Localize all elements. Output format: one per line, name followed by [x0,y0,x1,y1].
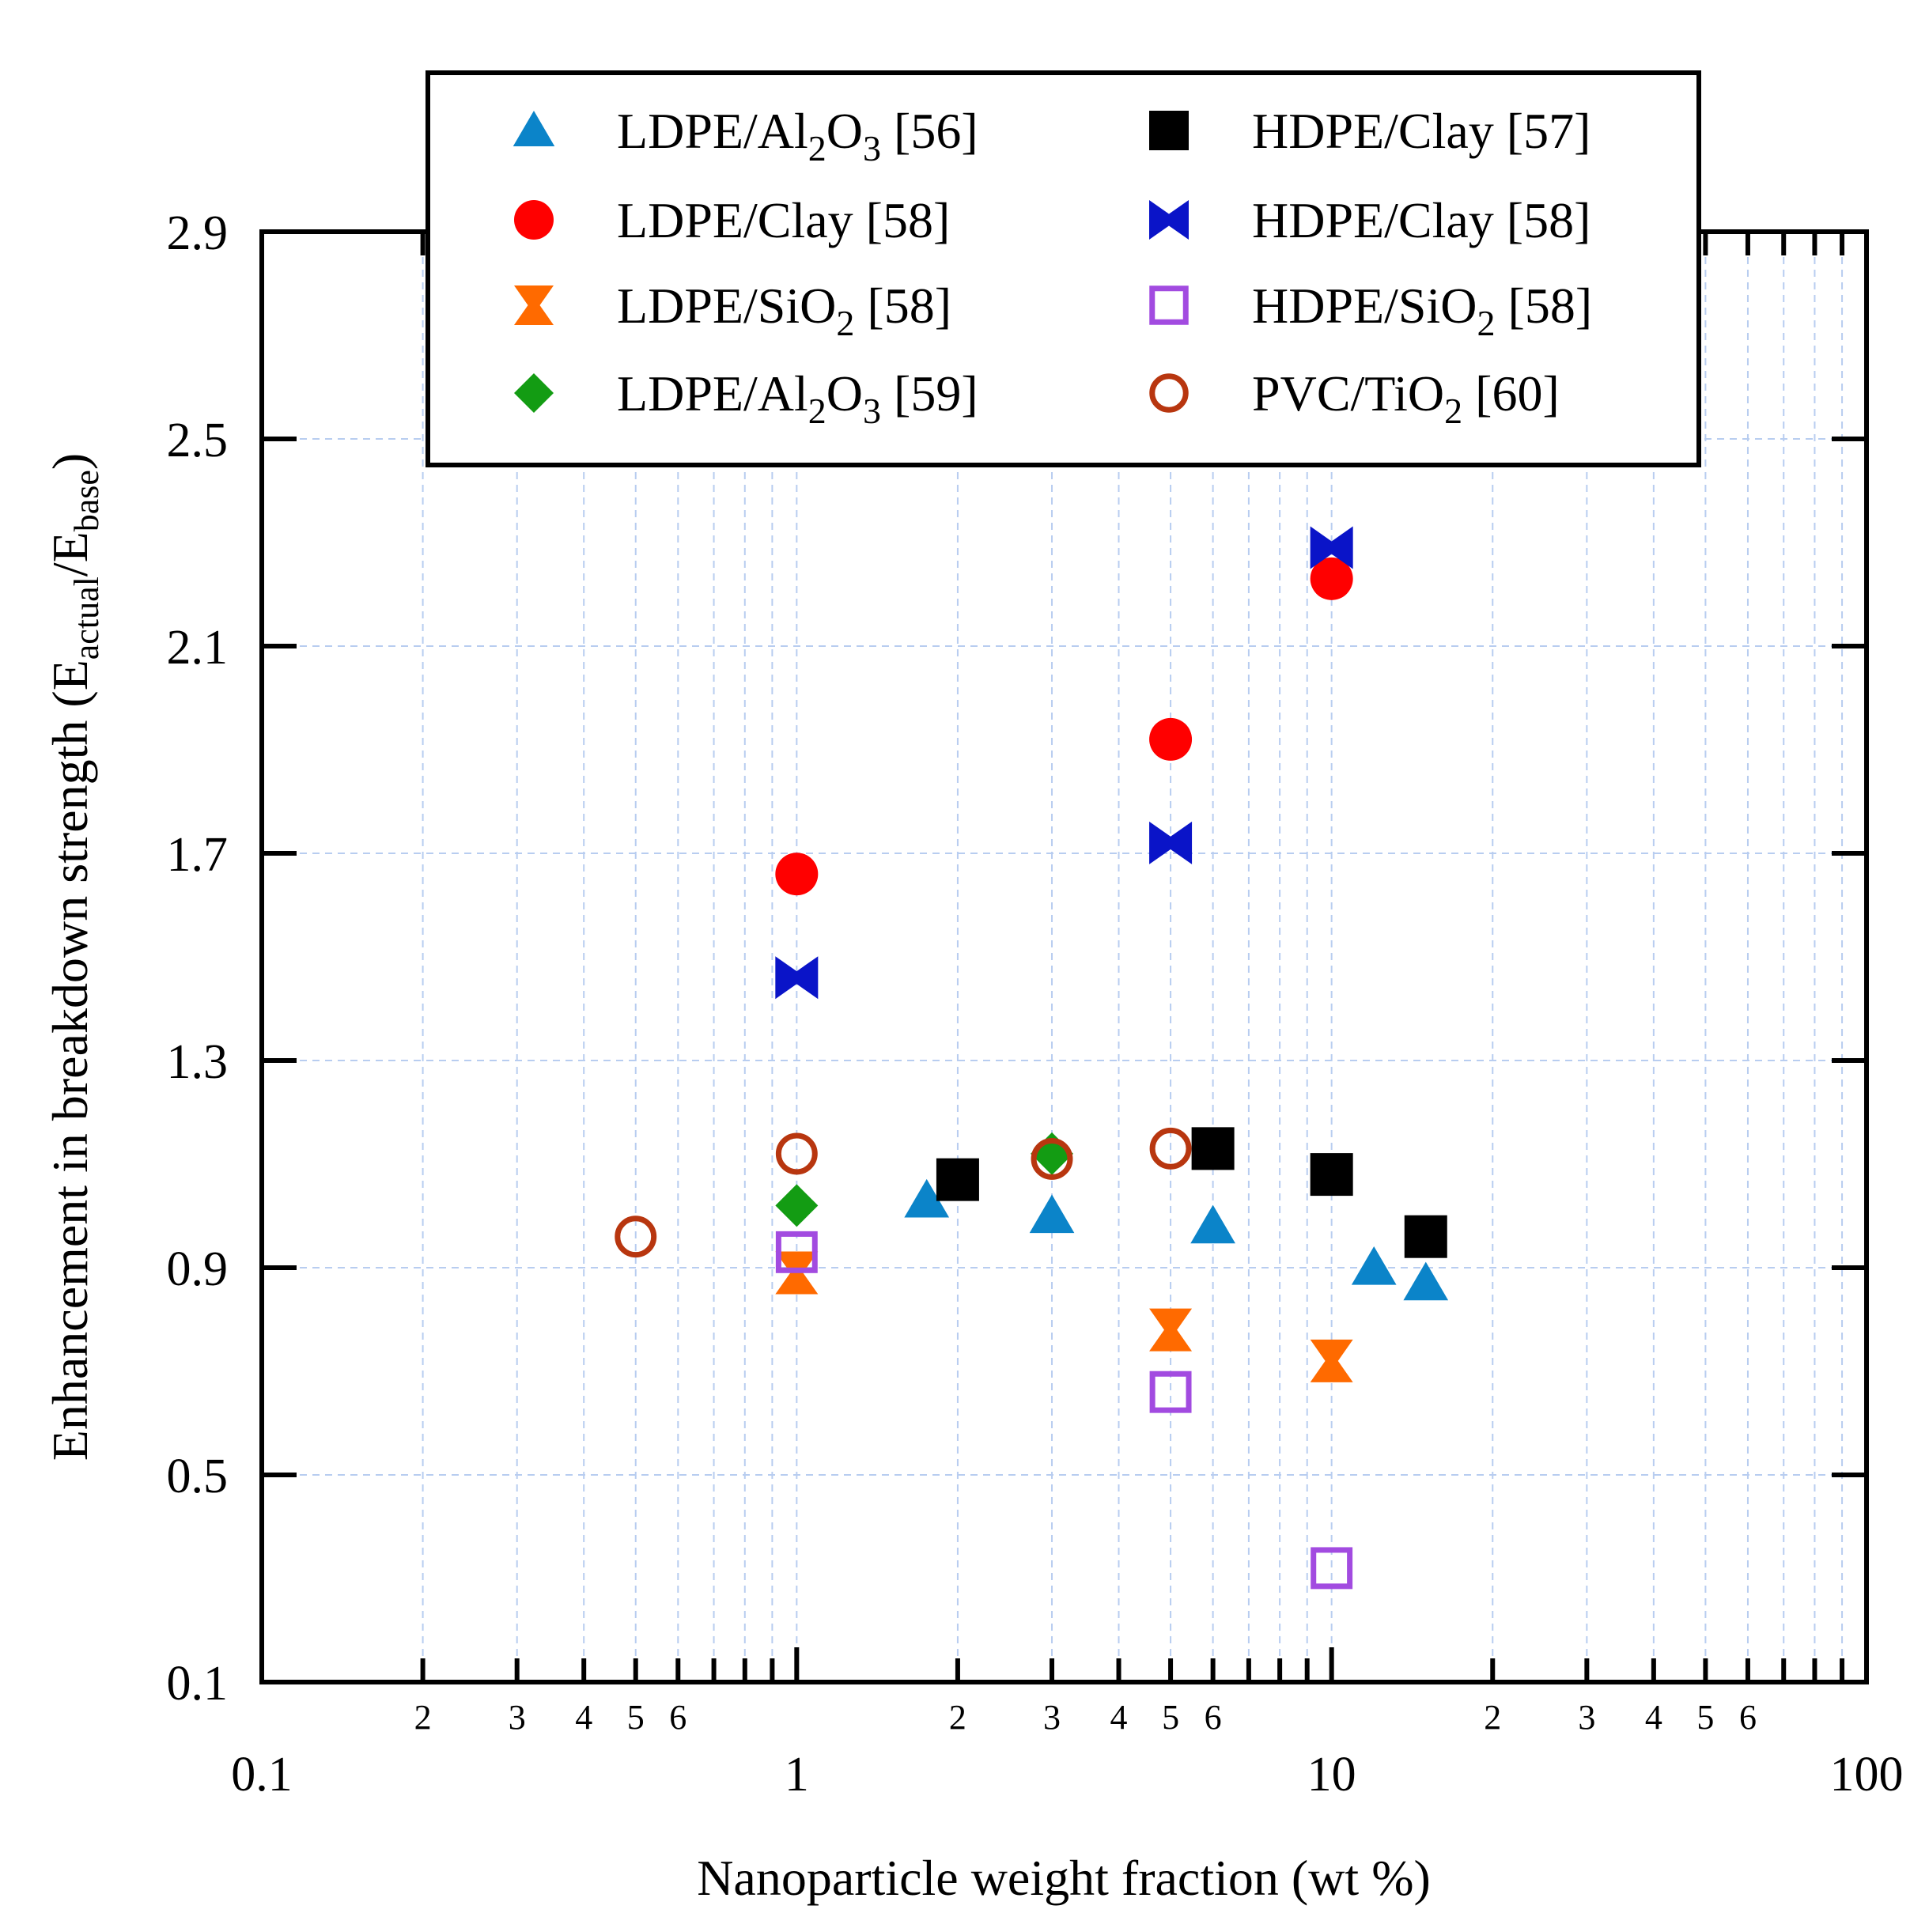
x-axis-title: Nanoparticle weight fraction (wt %) [697,1850,1431,1906]
data-point-open-circle [775,1132,818,1175]
legend-marker-circle [514,200,554,240]
legend-label: LDPE/SiO2 [58] [617,278,951,343]
legend-entry: LDPE/Clay [58] [514,192,950,248]
data-point-square [1404,1215,1447,1258]
x-minor-tick-label: 6 [1739,1698,1757,1737]
data-point-open-square [1149,1371,1192,1413]
y-tick-label: 1.3 [167,1035,229,1089]
x-minor-tick-label: 2 [949,1698,966,1737]
x-major-tick-label: 0.1 [231,1748,293,1802]
data-point-bowtie [1310,526,1353,569]
x-minor-tick-label: 4 [1645,1698,1662,1737]
data-point-triangle [1190,1204,1235,1244]
x-minor-tick-label: 3 [509,1698,526,1737]
legend-entry: PVC/TiO2 [60] [1149,365,1560,431]
legend-label: HDPE/SiO2 [58] [1252,278,1592,343]
y-tick-label: 2.9 [167,206,229,260]
y-tick-label: 0.1 [167,1657,229,1711]
y-tick-label: 0.5 [167,1450,229,1503]
data-point-open-circle [615,1216,657,1258]
data-point-bowtie [775,956,819,1000]
x-minor-tick-label: 6 [669,1698,686,1737]
y-axis-title-sub2: base [67,470,106,531]
y-axis-title-end: ) [42,453,98,470]
legend-entries: LDPE/Al2O3 [56] HDPE/Clay [57] LDPE/Clay [… [513,103,1592,431]
data-point-circle [1310,557,1353,600]
x-minor-tick-label: 2 [1484,1698,1501,1737]
data-point-square [1191,1127,1235,1170]
data-point-circle [1149,717,1193,761]
legend-entry: HDPE/Clay [58] [1149,192,1590,248]
legend-marker-triangle [513,111,555,146]
y-tick-label: 2.5 [167,414,229,467]
y-axis-title-sub1: actual [67,577,106,660]
legend-marker-square [1149,111,1189,150]
legend-label: HDPE/Clay [58] [1252,192,1590,248]
legend-entry: LDPE/Al2O3 [56] [513,103,978,168]
data-point-open-square [775,1231,818,1273]
legend-marker-open-square [1149,285,1189,325]
data-point-hourglass [1310,1339,1353,1382]
x-minor-tick-label: 3 [1578,1698,1595,1737]
data-point-square [1310,1153,1353,1197]
x-minor-tick-label: 4 [575,1698,592,1737]
legend-box [426,70,1701,467]
data-point-hourglass [1149,1308,1193,1352]
y-axis-title-mid: /E [42,531,98,577]
legend-entry: LDPE/Al2O3 [59] [514,365,978,431]
legend-entry: LDPE/SiO2 [58] [514,278,951,343]
data-point-circle [775,853,819,896]
legend-label: LDPE/Al2O3 [56] [617,103,978,168]
data-point-bowtie [1149,821,1193,864]
legend-label: LDPE/Al2O3 [59] [617,365,978,431]
data-point-triangle [1351,1246,1397,1285]
legend-marker-open-circle [1149,373,1189,413]
data-point-open-square [1311,1547,1353,1590]
y-axis-title: Enhancement in breakdown strength (Eactu… [42,453,106,1461]
legend-entry: HDPE/Clay [57] [1149,103,1590,159]
legend-marker-bowtie [1149,200,1189,240]
y-tick-label: 2.1 [167,621,229,675]
x-minor-tick-label: 2 [414,1698,432,1737]
x-minor-tick-label: 3 [1043,1698,1061,1737]
legend: LDPE/Al2O3 [56] HDPE/Clay [57] LDPE/Clay [… [426,70,1701,467]
data-point-square [936,1158,979,1201]
x-major-tick-label: 1 [785,1748,809,1802]
data-point-open-circle [1149,1127,1192,1170]
x-minor-tick-label: 5 [627,1698,645,1737]
legend-label: PVC/TiO2 [60] [1252,365,1560,431]
data-point-triangle [1403,1261,1449,1301]
data-point-open-circle [1031,1138,1073,1180]
legend-marker-hourglass [514,285,554,325]
grid-lines [262,232,1867,1682]
x-minor-tick-label: 5 [1162,1698,1179,1737]
legend-marker-diamond [514,373,554,413]
data-point-triangle [904,1178,950,1218]
x-major-tick-label: 100 [1830,1748,1904,1802]
y-tick-label: 1.7 [167,828,229,882]
data-point-triangle [1029,1194,1075,1234]
x-minor-tick-label: 4 [1110,1698,1128,1737]
x-major-tick-label: 10 [1307,1748,1356,1802]
legend-label: HDPE/Clay [57] [1252,103,1590,159]
legend-label: LDPE/Clay [58] [617,192,950,248]
x-minor-tick-label: 6 [1205,1698,1222,1737]
y-axis-title-main: Enhancement in breakdown strength (E [42,660,98,1461]
x-minor-tick-label: 5 [1696,1698,1714,1737]
data-points [615,526,1449,1590]
y-tick-label: 0.9 [167,1242,229,1296]
data-point-diamond [775,1184,819,1227]
legend-entry: HDPE/SiO2 [58] [1149,278,1592,343]
